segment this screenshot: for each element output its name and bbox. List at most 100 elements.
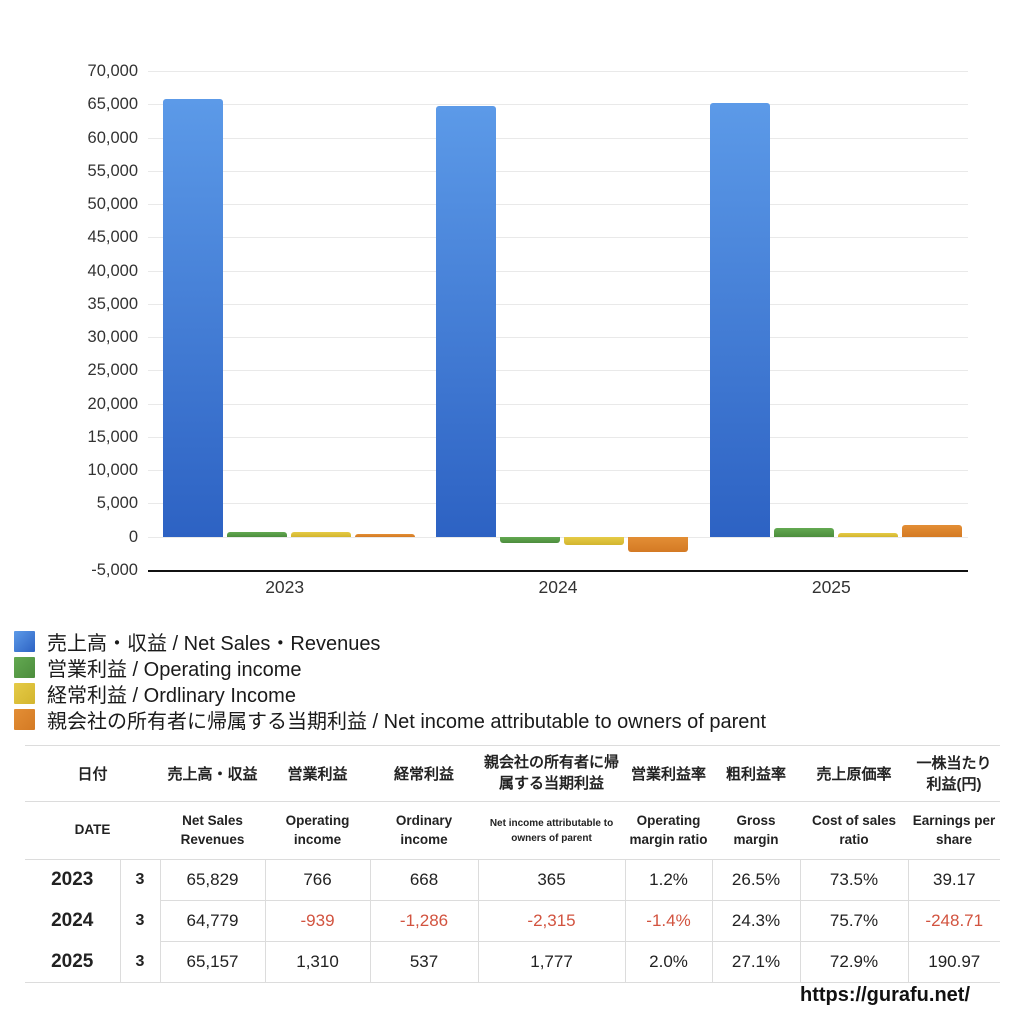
gridline xyxy=(148,470,968,472)
gridline xyxy=(148,403,968,405)
cell-value-5: 24.3% xyxy=(712,900,801,942)
bar-net-income-parent-2024 xyxy=(628,536,689,553)
legend-label-operating-income: 営業利益 / Operating income xyxy=(47,658,302,681)
cell-year: 2025 xyxy=(25,941,121,983)
y-tick-label: 65,000 xyxy=(87,95,138,114)
y-tick-label: 5,000 xyxy=(96,494,138,513)
gridline xyxy=(148,337,968,339)
plot-area xyxy=(148,71,968,572)
cell-value-7: -248.71 xyxy=(908,900,1001,942)
y-tick-label: 0 xyxy=(128,527,138,546)
legend-label-ordinary-income: 経常利益 / Ordlinary Income xyxy=(47,684,296,707)
bar-net-income-parent-2025 xyxy=(901,524,962,537)
bar-ordinary-income-2023 xyxy=(291,532,351,537)
x-axis-label: 2023 xyxy=(265,577,305,597)
cell-value-0: 64,779 xyxy=(160,900,266,942)
table-header: 日付 売上高・収益 営業利益 経常利益 親会社の所有者に帰属する当期利益 営業利… xyxy=(25,745,1001,860)
header-operating-income-jp: 営業利益 xyxy=(265,745,371,802)
legend-swatch-net-sales-revenues xyxy=(14,630,35,652)
legend-item-operating-income: 営業利益 / Operating income xyxy=(14,654,1014,681)
gridline xyxy=(148,204,968,206)
cell-value-3: -2,315 xyxy=(478,900,626,942)
y-tick-label: 25,000 xyxy=(87,361,138,380)
gridline xyxy=(148,104,968,106)
gridline xyxy=(148,137,968,139)
y-axis: 70,000 65,000 60,000 55,000 50,000 45,000 40,0… xyxy=(0,62,138,579)
y-tick-label: 60,000 xyxy=(87,128,138,147)
gridline xyxy=(148,237,968,239)
y-tick-label: 45,000 xyxy=(87,228,138,247)
x-axis-label: 2025 xyxy=(811,577,851,597)
cell-value-1: 766 xyxy=(265,859,371,901)
cell-value-2: 537 xyxy=(370,941,479,983)
table-row-2025: 2025 3 65,157 1,310 537 1,777 2.0% 27.1% 72.9% 19… xyxy=(25,941,1001,983)
bar-net-income-parent-2023 xyxy=(355,534,415,537)
bar-net-sales-revenues-2024 xyxy=(436,105,497,537)
cell-value-5: 27.1% xyxy=(712,941,801,983)
header-net-sales-jp: 売上高・収益 xyxy=(160,745,266,802)
header-eps-en: Earnings per share xyxy=(908,801,1001,860)
header-ordinary-income-jp: 経常利益 xyxy=(370,745,479,802)
legend-label-net-income-parent: 親会社の所有者に帰属する当期利益 / Net income attributab… xyxy=(47,710,767,733)
gridline xyxy=(148,270,968,272)
header-ordinary-income-en: Ordinary income xyxy=(370,801,479,860)
gridline xyxy=(148,370,968,372)
cell-value-3: 365 xyxy=(478,859,626,901)
cell-value-4: 1.2% xyxy=(625,859,713,901)
header-date-jp: 日付 xyxy=(25,745,161,802)
y-tick-label: 20,000 xyxy=(87,394,138,413)
bar-net-sales-revenues-2023 xyxy=(163,98,223,537)
legend: 売上高・収益 / Net Sales・Revenues 営業利益 / Operat… xyxy=(14,628,1014,733)
table-body: 2023 3 65,829 766 668 365 1.2% 26.5% 73.5% 39.17 2… xyxy=(25,859,1001,983)
gridline xyxy=(148,436,968,438)
cell-value-7: 39.17 xyxy=(932,870,976,889)
header-operating-margin-en: Operating margin ratio xyxy=(625,801,713,860)
gridline xyxy=(148,570,968,572)
gridline xyxy=(148,71,968,72)
y-tick-label: 40,000 xyxy=(87,261,138,280)
legend-swatch-operating-income xyxy=(14,656,35,678)
bar-net-sales-revenues-2025 xyxy=(709,103,770,537)
y-tick-label: 70,000 xyxy=(87,62,138,80)
cell-month: 3 xyxy=(120,941,161,983)
header-operating-income-en: Operating income xyxy=(265,801,371,860)
header-net-income-parent-jp: 親会社の所有者に帰属する当期利益 xyxy=(478,745,626,802)
table-row-2024: 2024 3 64,779 -939 -1,286 -2,315 -1.4% 24.3% 75.… xyxy=(25,900,1001,942)
bar-operating-income-2023 xyxy=(227,531,287,537)
legend-swatch-ordinary-income xyxy=(14,682,35,704)
cell-year: 2023 xyxy=(25,859,121,901)
cell-month: 3 xyxy=(120,859,161,901)
cell-value-4: -1.4% xyxy=(625,900,713,942)
x-axis-label: 2024 xyxy=(538,577,578,597)
y-tick-label: 10,000 xyxy=(87,461,138,480)
cell-value-3: 1,777 xyxy=(478,941,626,983)
gridline xyxy=(148,170,968,172)
table-header-row-jp: 日付 売上高・収益 営業利益 経常利益 親会社の所有者に帰属する当期利益 営業利… xyxy=(25,745,1001,802)
y-tick-label: -5,000 xyxy=(91,561,138,579)
y-tick-label: 50,000 xyxy=(87,195,138,214)
bar-operating-income-2025 xyxy=(773,528,834,537)
y-tick-label: 55,000 xyxy=(87,161,138,180)
table-row-2023: 2023 3 65,829 766 668 365 1.2% 26.5% 73.5% 39.17 xyxy=(25,859,1000,901)
cell-value-2: 668 xyxy=(370,859,479,901)
cell-year: 2024 xyxy=(25,900,121,942)
header-gross-margin-en: Gross margin xyxy=(712,801,801,860)
header-operating-margin-jp: 営業利益率 xyxy=(625,745,713,802)
cell-month: 3 xyxy=(120,900,161,942)
bar-ordinary-income-2025 xyxy=(837,533,898,537)
cell-value-7: 190.97 xyxy=(908,941,1001,983)
cell-value-2: -1,286 xyxy=(370,900,479,942)
cell-value-1: -939 xyxy=(265,900,371,942)
legend-item-net-sales-revenues: 売上高・収益 / Net Sales・Revenues xyxy=(14,628,1014,655)
cell-value-0: 65,829 xyxy=(160,859,266,901)
table-header-row-en: DATE Net Sales Revenues Operating income… xyxy=(25,801,1001,860)
legend-item-ordinary-income: 経常利益 / Ordlinary Income xyxy=(14,680,1014,707)
legend-swatch-net-income-parent xyxy=(14,708,35,730)
footer-url: https://gurafu.net/ xyxy=(800,984,970,1006)
bar-chart: 70,000 65,000 60,000 55,000 50,000 45,000 40,0… xyxy=(0,62,968,597)
header-cost-of-sales-jp: 売上原価率 xyxy=(800,745,909,802)
header-date-en: DATE xyxy=(25,801,161,860)
header-net-income-parent-en: Net income attributable to owners of par… xyxy=(478,801,626,860)
cell-value-6: 73.5% xyxy=(800,859,909,901)
gridline xyxy=(148,303,968,305)
